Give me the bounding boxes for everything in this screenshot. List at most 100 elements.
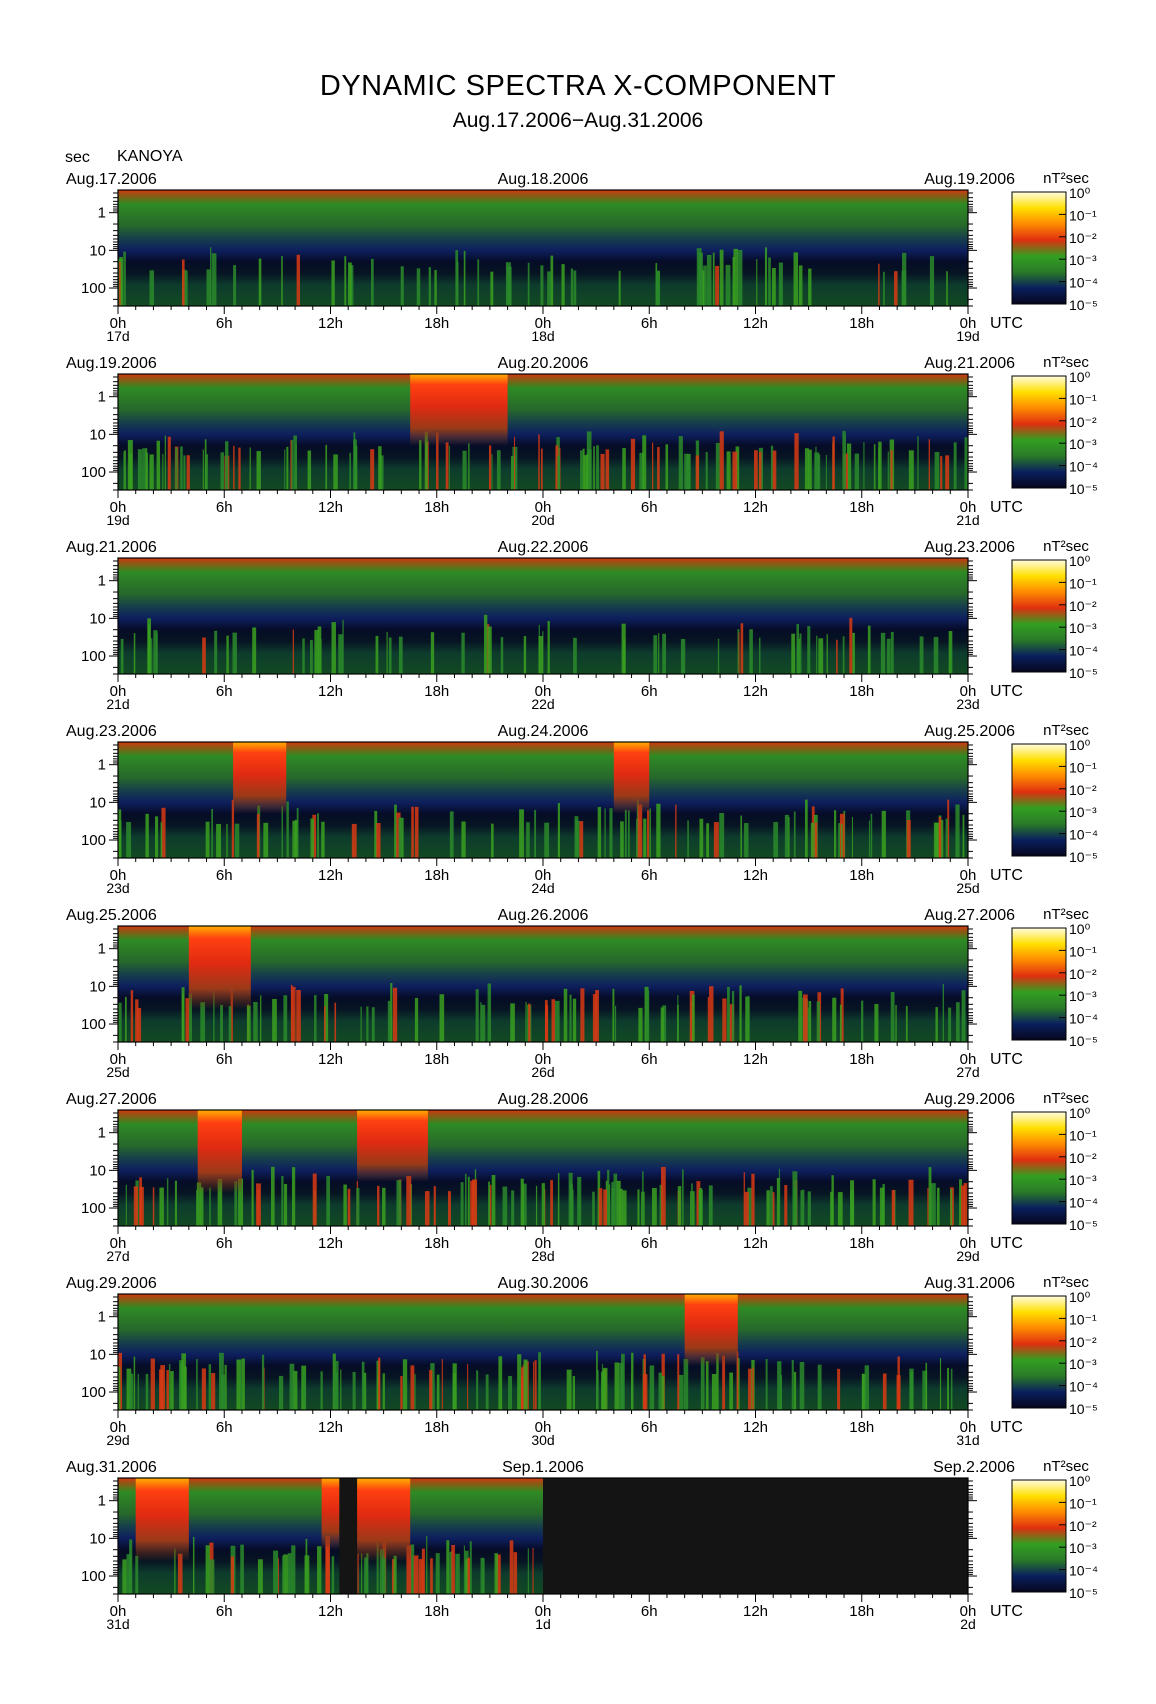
activity-burst <box>622 1190 627 1226</box>
panel-date-left: Aug.17.2006 <box>66 171 157 188</box>
activity-burst <box>448 445 450 490</box>
activity-burst <box>596 445 599 490</box>
activity-burst <box>959 1179 962 1226</box>
activity-burst <box>326 1176 330 1226</box>
activity-burst <box>469 1541 472 1594</box>
storm-event <box>357 1478 411 1562</box>
activity-burst <box>188 993 192 1042</box>
activity-burst <box>220 1374 226 1410</box>
activity-burst <box>896 1375 901 1410</box>
y-tick-label: 1 <box>98 205 106 222</box>
y-tick-label: 10 <box>89 426 106 443</box>
panel-date-left: Aug.21.2006 <box>66 539 157 556</box>
activity-burst <box>246 1005 251 1042</box>
activity-burst <box>249 447 251 490</box>
x-tick-label: 12h <box>318 499 343 516</box>
colorbar-tick-label: 10⁻⁵ <box>1069 849 1098 865</box>
colorbar-tick-label: 10⁻¹ <box>1069 207 1097 223</box>
x-axis-label: UTC <box>990 1603 1023 1620</box>
activity-burst <box>200 1002 206 1042</box>
x-tick-label: 18h <box>424 1051 449 1068</box>
activity-burst <box>433 1186 436 1226</box>
y-tick-label: 1 <box>98 1125 106 1142</box>
day-label: 2d <box>960 1616 976 1632</box>
activity-burst <box>700 1357 705 1410</box>
x-tick-label: 0h <box>960 1051 977 1068</box>
activity-burst <box>137 1374 139 1410</box>
activity-burst <box>430 1558 433 1594</box>
panel-date-left: Aug.25.2006 <box>66 907 157 924</box>
activity-burst <box>451 1544 455 1594</box>
activity-burst <box>575 820 580 858</box>
activity-burst <box>331 1556 335 1594</box>
activity-burst <box>658 633 660 674</box>
storm-event <box>188 926 251 1010</box>
activity-burst <box>430 632 435 674</box>
activity-burst <box>398 636 403 674</box>
activity-burst <box>392 987 398 1042</box>
activity-burst <box>304 1555 310 1594</box>
x-tick-label: 12h <box>743 1603 768 1620</box>
activity-burst <box>480 1557 484 1594</box>
activity-burst <box>135 1555 139 1594</box>
panel-date-right: Aug.29.2006 <box>924 1091 1015 1108</box>
y-tick-label: 100 <box>81 648 106 665</box>
x-tick-label: 12h <box>743 867 768 884</box>
activity-burst <box>642 1374 648 1410</box>
activity-burst <box>597 807 602 858</box>
x-tick-label: 0h <box>535 683 552 700</box>
activity-burst <box>135 999 139 1042</box>
activity-burst <box>891 1189 895 1226</box>
colorbar-tick-label: 10⁻¹ <box>1069 1495 1097 1511</box>
x-tick-label: 18h <box>849 499 874 516</box>
y-tick-label: 10 <box>89 1530 106 1547</box>
activity-burst <box>347 262 352 306</box>
storm-event <box>233 742 287 814</box>
activity-burst <box>150 638 153 674</box>
activity-burst <box>764 247 768 306</box>
activity-burst <box>729 1372 734 1410</box>
day-label: 1d <box>535 1616 551 1632</box>
activity-burst <box>147 618 151 674</box>
activity-burst <box>139 1186 144 1226</box>
x-tick-label: 0h <box>110 1603 127 1620</box>
activity-burst <box>883 271 885 306</box>
day-label: 31d <box>106 1616 129 1632</box>
activity-burst <box>133 633 136 674</box>
activity-burst <box>411 806 414 858</box>
activity-burst <box>794 433 799 490</box>
x-tick-label: 6h <box>641 1603 658 1620</box>
activity-burst <box>593 446 595 490</box>
activity-burst <box>868 820 871 858</box>
y-tick-label: 100 <box>81 280 106 297</box>
activity-burst <box>752 1367 754 1410</box>
x-tick-label: 18h <box>424 499 449 516</box>
activity-burst <box>534 1360 537 1410</box>
activity-burst <box>572 998 577 1042</box>
colorbar <box>1011 375 1067 489</box>
activity-burst <box>614 1362 620 1410</box>
x-tick-label: 6h <box>216 683 233 700</box>
activity-burst <box>793 252 799 306</box>
activity-burst <box>290 984 293 1042</box>
activity-burst <box>831 1175 834 1226</box>
activity-burst <box>226 635 229 674</box>
activity-burst <box>477 259 480 306</box>
activity-burst <box>701 1189 703 1226</box>
activity-burst <box>791 633 796 674</box>
activity-burst <box>209 1187 211 1226</box>
activity-burst <box>864 1365 870 1410</box>
activity-burst <box>379 1549 385 1594</box>
activity-burst <box>168 1364 171 1410</box>
x-tick-label: 0h <box>110 315 127 332</box>
activity-burst <box>387 1000 391 1042</box>
y-tick-label: 10 <box>89 1162 106 1179</box>
activity-burst <box>347 1188 351 1226</box>
spectra-panel: Aug.23.2006 Aug.24.2006 Aug.25.2006 1 10 100 0… <box>66 722 1098 896</box>
activity-burst <box>284 449 286 490</box>
activity-burst <box>296 989 301 1042</box>
activity-burst <box>842 636 845 674</box>
activity-burst <box>792 1171 798 1226</box>
activity-burst <box>696 1181 701 1226</box>
activity-burst <box>561 264 565 306</box>
